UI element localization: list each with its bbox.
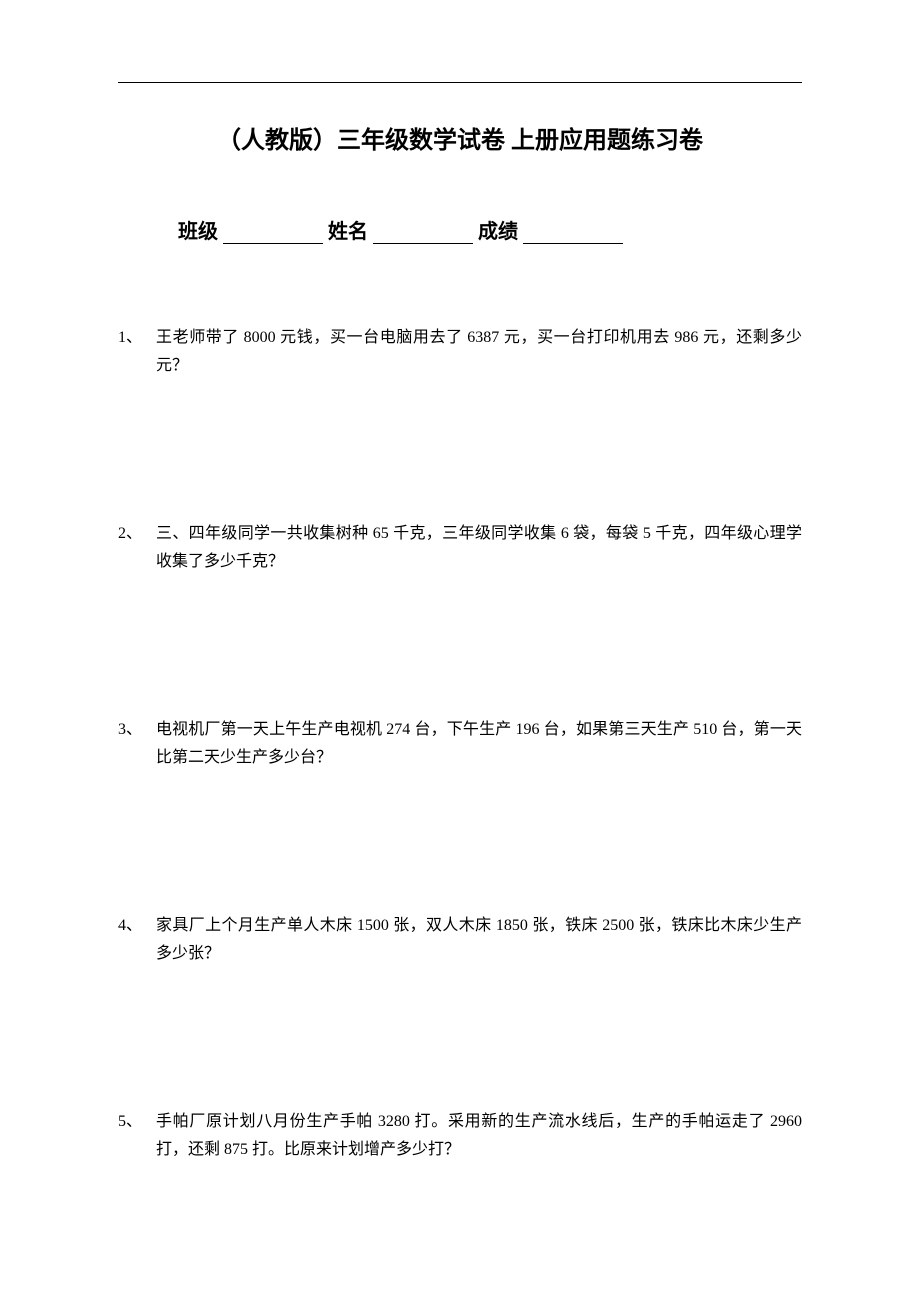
question-number: 4、 (118, 912, 156, 940)
question-item: 2、 三、四年级同学一共收集树种 65 千克，三年级同学收集 6 袋，每袋 5 … (118, 520, 802, 576)
question-text: 三、四年级同学一共收集树种 65 千克，三年级同学收集 6 袋，每袋 5 千克，… (156, 520, 802, 576)
score-blank[interactable] (523, 222, 623, 244)
name-label: 姓名 (328, 215, 368, 244)
question-text: 家具厂上个月生产单人木床 1500 张，双人木床 1850 张，铁床 2500 … (156, 912, 802, 968)
score-label: 成绩 (478, 215, 518, 244)
question-number: 1、 (118, 324, 156, 352)
question-number: 5、 (118, 1108, 156, 1136)
page-top-rule (118, 82, 802, 83)
info-line: 班级 姓名 成绩 (118, 215, 802, 244)
name-blank[interactable] (373, 222, 473, 244)
class-label: 班级 (178, 215, 218, 244)
question-list: 1、 王老师带了 8000 元钱，买一台电脑用去了 6387 元，买一台打印机用… (118, 324, 802, 1164)
question-item: 1、 王老师带了 8000 元钱，买一台电脑用去了 6387 元，买一台打印机用… (118, 324, 802, 380)
question-item: 5、 手帕厂原计划八月份生产手帕 3280 打。采用新的生产流水线后，生产的手帕… (118, 1108, 802, 1164)
question-text: 王老师带了 8000 元钱，买一台电脑用去了 6387 元，买一台打印机用去 9… (156, 324, 802, 380)
exam-title: （人教版）三年级数学试卷 上册应用题练习卷 (118, 120, 802, 155)
question-text: 手帕厂原计划八月份生产手帕 3280 打。采用新的生产流水线后，生产的手帕运走了… (156, 1108, 802, 1164)
question-number: 2、 (118, 520, 156, 548)
question-item: 3、 电视机厂第一天上午生产电视机 274 台，下午生产 196 台，如果第三天… (118, 716, 802, 772)
question-item: 4、 家具厂上个月生产单人木床 1500 张，双人木床 1850 张，铁床 25… (118, 912, 802, 968)
question-text: 电视机厂第一天上午生产电视机 274 台，下午生产 196 台，如果第三天生产 … (156, 716, 802, 772)
question-number: 3、 (118, 716, 156, 744)
content-area: （人教版）三年级数学试卷 上册应用题练习卷 班级 姓名 成绩 1、 王老师带了 … (0, 0, 920, 1164)
class-blank[interactable] (223, 222, 323, 244)
